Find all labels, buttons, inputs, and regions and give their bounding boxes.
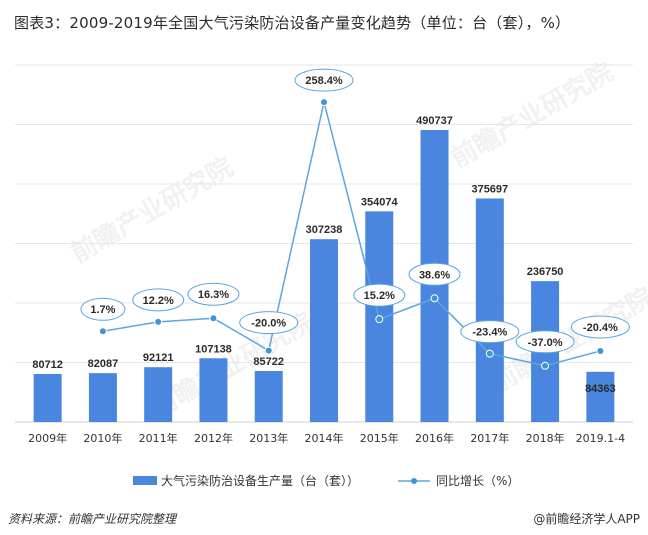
growth-marker (430, 294, 439, 303)
growth-marker (264, 346, 273, 355)
growth-marker (154, 317, 163, 326)
x-tick-label: 2013年 (249, 431, 288, 445)
legend-bar-label: 大气污染防治设备生产量（台（套）） (161, 473, 359, 488)
bar-value-label: 92121 (143, 352, 174, 364)
bar-value-label: 107138 (195, 343, 232, 355)
x-tick-label: 2010年 (83, 431, 122, 445)
growth-marker (98, 327, 107, 336)
x-tick-label: 2019.1-4 (576, 432, 625, 445)
bar (310, 239, 338, 422)
growth-value-label: 258.4% (305, 75, 343, 87)
growth-value-label: 38.6% (419, 269, 450, 281)
bar (586, 371, 615, 422)
growth-label-bubble (353, 283, 406, 307)
growth-label-bubble (460, 320, 520, 344)
x-tick-label: 2017年 (470, 431, 509, 445)
growth-label-bubble (515, 330, 575, 354)
growth-label-bubble (570, 315, 630, 339)
x-tick-label: 2015年 (360, 431, 399, 445)
line-series (98, 98, 605, 370)
bar-value-label: 85722 (253, 356, 284, 368)
growth-value-label: 12.2% (143, 295, 174, 307)
growth-value-label: -23.4% (472, 327, 507, 339)
legend-line-marker (411, 478, 417, 484)
growth-value-label: 1.7% (90, 304, 115, 316)
growth-line (102, 101, 601, 367)
bar (88, 373, 117, 422)
source-note: 资料来源：前瞻产业研究院整理 (8, 512, 177, 526)
growth-value-label: -37.0% (528, 337, 563, 349)
bar-value-label: 307238 (306, 224, 343, 236)
bar (144, 367, 173, 422)
growth-label-bubble (187, 282, 240, 306)
x-tick-label: 2011年 (139, 431, 178, 445)
bar-value-label: 375697 (471, 183, 508, 195)
bar-value-label: 354074 (361, 196, 399, 208)
growth-label-bubble (294, 68, 354, 92)
bar-series (33, 130, 615, 423)
growth-marker (541, 361, 550, 370)
x-tick-label: 2009年 (28, 431, 67, 445)
growth-label-bubble (80, 297, 126, 321)
growth-label-bubble (132, 288, 185, 312)
growth-marker (209, 314, 218, 323)
bar-labels: 80712 82087 92121 107138 85722 307238 354074 49… (32, 115, 615, 395)
line-labels: 1.7% 12.2% 16.3% -20.0% 258.4% 15.2% 38.6% -23.… (80, 68, 630, 354)
bar-value-label: 236750 (527, 266, 564, 278)
growth-marker (485, 349, 494, 358)
bar-value-label: 80712 (32, 359, 63, 371)
bar (475, 198, 504, 422)
growth-label-bubble (408, 262, 461, 286)
legend: 大气污染防治设备生产量（台（套）） 同比增长（%） (133, 473, 519, 488)
growth-marker (375, 315, 384, 324)
x-tick-label: 2012年 (194, 431, 233, 445)
x-tick-label: 2016年 (415, 431, 454, 445)
brand-label: @前瞻经济学人APP (533, 512, 640, 526)
growth-value-label: 15.2% (364, 290, 395, 302)
bar (33, 373, 62, 422)
bar (199, 358, 228, 422)
growth-value-label: -20.4% (583, 322, 618, 334)
chart-title: 图表3：2009-2019年全国大气污染防治设备产量变化趋势（单位：台（套），%… (14, 14, 571, 32)
bar-value-label: 84363 (585, 383, 616, 395)
legend-line-label: 同比增长（%） (436, 474, 519, 488)
x-tick-labels: 2009年 2010年 2011年 2012年 2013年 2014年 2015年 2016年… (28, 431, 625, 445)
bar-value-label: 82087 (88, 358, 119, 370)
growth-value-label: 16.3% (198, 289, 229, 301)
growth-marker (596, 346, 605, 355)
growth-value-label: -20.0% (251, 318, 286, 330)
x-tick-label: 2014年 (305, 431, 344, 445)
growth-marker (320, 98, 328, 107)
bar (254, 370, 283, 422)
x-tick-label: 2018年 (526, 431, 565, 445)
bar-value-label: 490737 (416, 115, 453, 127)
legend-bar-swatch (133, 476, 157, 485)
growth-label-bubble (239, 311, 299, 335)
